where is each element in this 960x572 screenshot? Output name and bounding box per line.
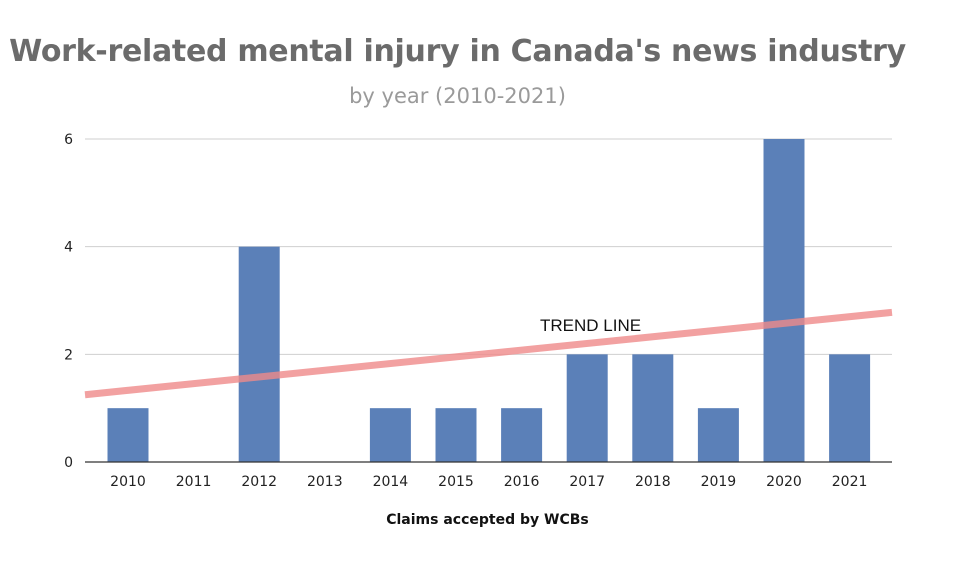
x-tick-label-2015: 2015: [438, 474, 474, 490]
x-tick-label-2021: 2021: [832, 474, 868, 490]
x-tick-label-2010: 2010: [110, 474, 146, 490]
bar-2015: [435, 408, 477, 462]
bar-2012: [238, 246, 280, 462]
x-tick-label-2020: 2020: [766, 474, 802, 490]
bar-2016: [501, 408, 543, 462]
y-tick-label-4: 4: [64, 240, 73, 256]
x-tick-label-2018: 2018: [635, 474, 671, 490]
trend-line-label: TREND LINE: [540, 316, 641, 335]
bar-2017: [566, 354, 608, 462]
bar-2010: [107, 408, 149, 462]
bars: [107, 139, 871, 462]
bar-2014: [369, 408, 411, 462]
x-axis-label: Claims accepted by WCBs: [386, 512, 589, 528]
x-tick-label-2017: 2017: [569, 474, 605, 490]
bar-2018: [632, 354, 674, 462]
bar-2019: [697, 408, 739, 462]
chart-subtitle: by year (2010-2021): [349, 84, 566, 108]
x-tick-label-2013: 2013: [307, 474, 343, 490]
y-tick-label-2: 2: [64, 347, 73, 363]
x-tick-label-2014: 2014: [373, 474, 409, 490]
x-tick-label-2012: 2012: [241, 474, 277, 490]
y-tick-label-0: 0: [64, 455, 73, 471]
bar-2020: [763, 139, 805, 462]
trend-line-group: TREND LINE: [84, 308, 893, 399]
x-tick-label-2011: 2011: [176, 474, 212, 490]
axes: 0 2 4 6 2010 2011 2012 2013 2014 2015 2016 2017 2018…: [64, 132, 892, 490]
x-tick-label-2016: 2016: [504, 474, 540, 490]
x-tick-label-2019: 2019: [701, 474, 737, 490]
y-tick-label-6: 6: [64, 132, 73, 148]
trend-line: [84, 308, 893, 399]
chart-title: Work-related mental injury in Canada's n…: [9, 34, 906, 69]
bar-2021: [829, 354, 871, 462]
